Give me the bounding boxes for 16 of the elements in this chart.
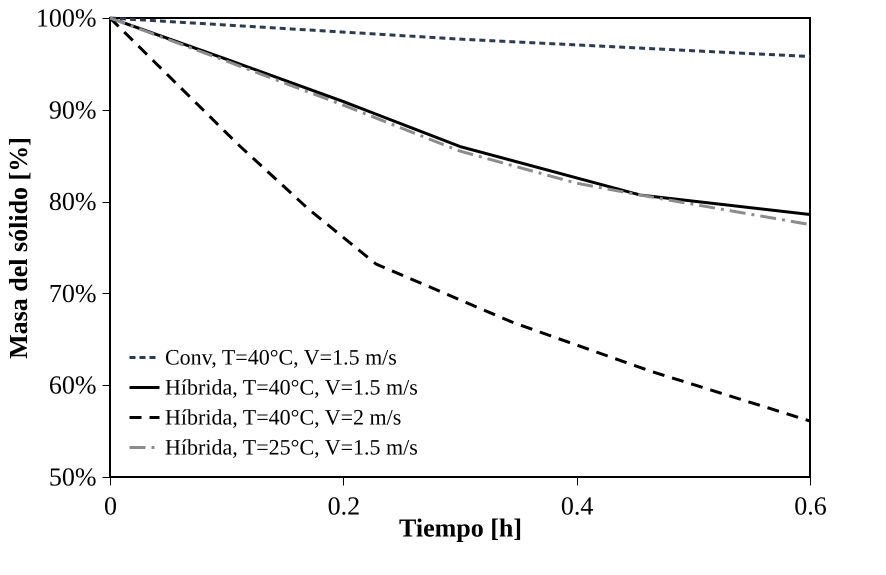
legend-label: Híbrida, T=40°C, V=2 m/s	[165, 404, 402, 430]
y-tick-label: 50%	[48, 462, 96, 492]
legend-label: Conv, T=40°C, V=1.5 m/s	[165, 344, 397, 370]
y-tick-label: 90%	[48, 95, 96, 124]
x-axis-title: Tiempo [h]	[398, 514, 522, 542]
x-tick-label: 0	[104, 492, 117, 520]
y-tick-label: 100%	[36, 4, 96, 32]
legend-label: Híbrida, T=25°C, V=1.5 m/s	[165, 434, 418, 460]
y-tick-label: 60%	[48, 370, 96, 400]
x-tick-label: 0.4	[560, 492, 594, 520]
y-tick-label: 70%	[48, 278, 96, 308]
y-tick-label: 80%	[48, 187, 96, 216]
x-tick-label: 0.2	[328, 492, 360, 520]
x-tick-label: 0.6	[794, 492, 827, 520]
y-axis-title: Masa del sólido [%]	[4, 137, 33, 359]
legend-label: Híbrida, T=40°C, V=1.5 m/s	[165, 374, 418, 400]
